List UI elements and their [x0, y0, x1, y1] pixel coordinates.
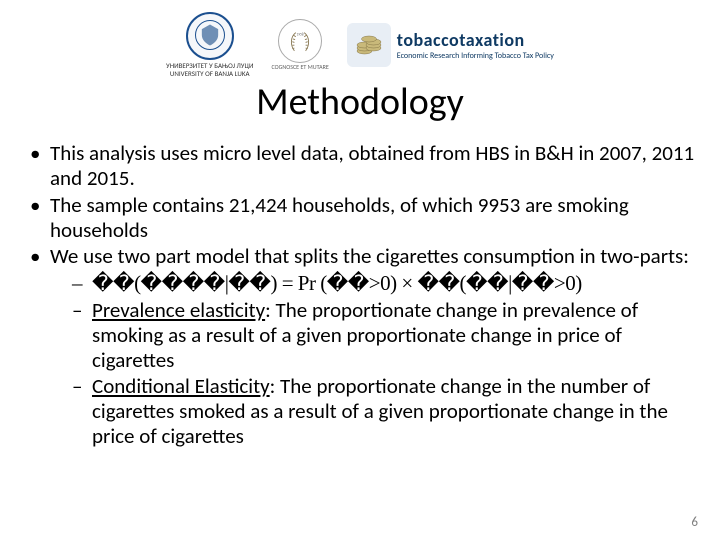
sub-item: Conditional Elasticity: The proportionat…	[92, 374, 696, 448]
page-number: 6	[691, 515, 698, 530]
university-crest-icon	[186, 12, 234, 60]
crest-inner-icon	[195, 20, 225, 50]
bullet-item: We use two part model that splits the ci…	[48, 244, 696, 448]
page-title: Methodology	[24, 79, 696, 125]
university-name-en: UNIVERSITY OF BANJA LUKA	[170, 70, 250, 78]
bullet-list: This analysis uses micro level data, obt…	[24, 141, 696, 448]
logo-tobaccotaxation: tobaccotaxation Economic Research Inform…	[347, 23, 554, 67]
bullet-item: The sample contains 21,424 households, o…	[48, 193, 696, 243]
bullet-text: We use two part model that splits the ci…	[50, 243, 689, 269]
sub-list: ��(����|��) = Pr (��>0) × ��(��|��>0) Pr…	[50, 271, 696, 448]
bullet-item: This analysis uses micro level data, obt…	[48, 141, 696, 191]
formula-line: ��(����|��) = Pr (��>0) × ��(��|��>0)	[92, 271, 696, 296]
logo-row: УНИВЕРЗИТЕТ У БАЊОЈ ЛУЦИ UNIVERSITY OF B…	[24, 12, 696, 77]
crest-glyph-icon	[196, 21, 224, 49]
coins-icon	[347, 23, 391, 67]
tobaccotaxation-text: tobaccotaxation Economic Research Inform…	[397, 29, 554, 61]
laurel-icon: 1958	[278, 19, 322, 63]
institute-caption: COGNOSCE ET MUTARE	[271, 63, 328, 71]
slide: УНИВЕРЗИТЕТ У БАЊОЈ ЛУЦИ UNIVERSITY OF B…	[0, 0, 720, 540]
svg-text:1958: 1958	[297, 32, 304, 36]
logo-university: УНИВЕРЗИТЕТ У БАЊОЈ ЛУЦИ UNIVERSITY OF B…	[166, 12, 253, 77]
brand-line1: tobaccotaxation	[397, 29, 554, 51]
prevalence-label: Prevalence elasticity	[92, 297, 265, 323]
conditional-label: Conditional Elasticity	[92, 373, 270, 399]
sub-item: Prevalence elasticity: The proportionate…	[92, 298, 696, 372]
brand-line2: Economic Research Informing Tobacco Tax …	[397, 51, 554, 61]
logo-institute: 1958 COGNOSCE ET MUTARE	[271, 19, 328, 71]
